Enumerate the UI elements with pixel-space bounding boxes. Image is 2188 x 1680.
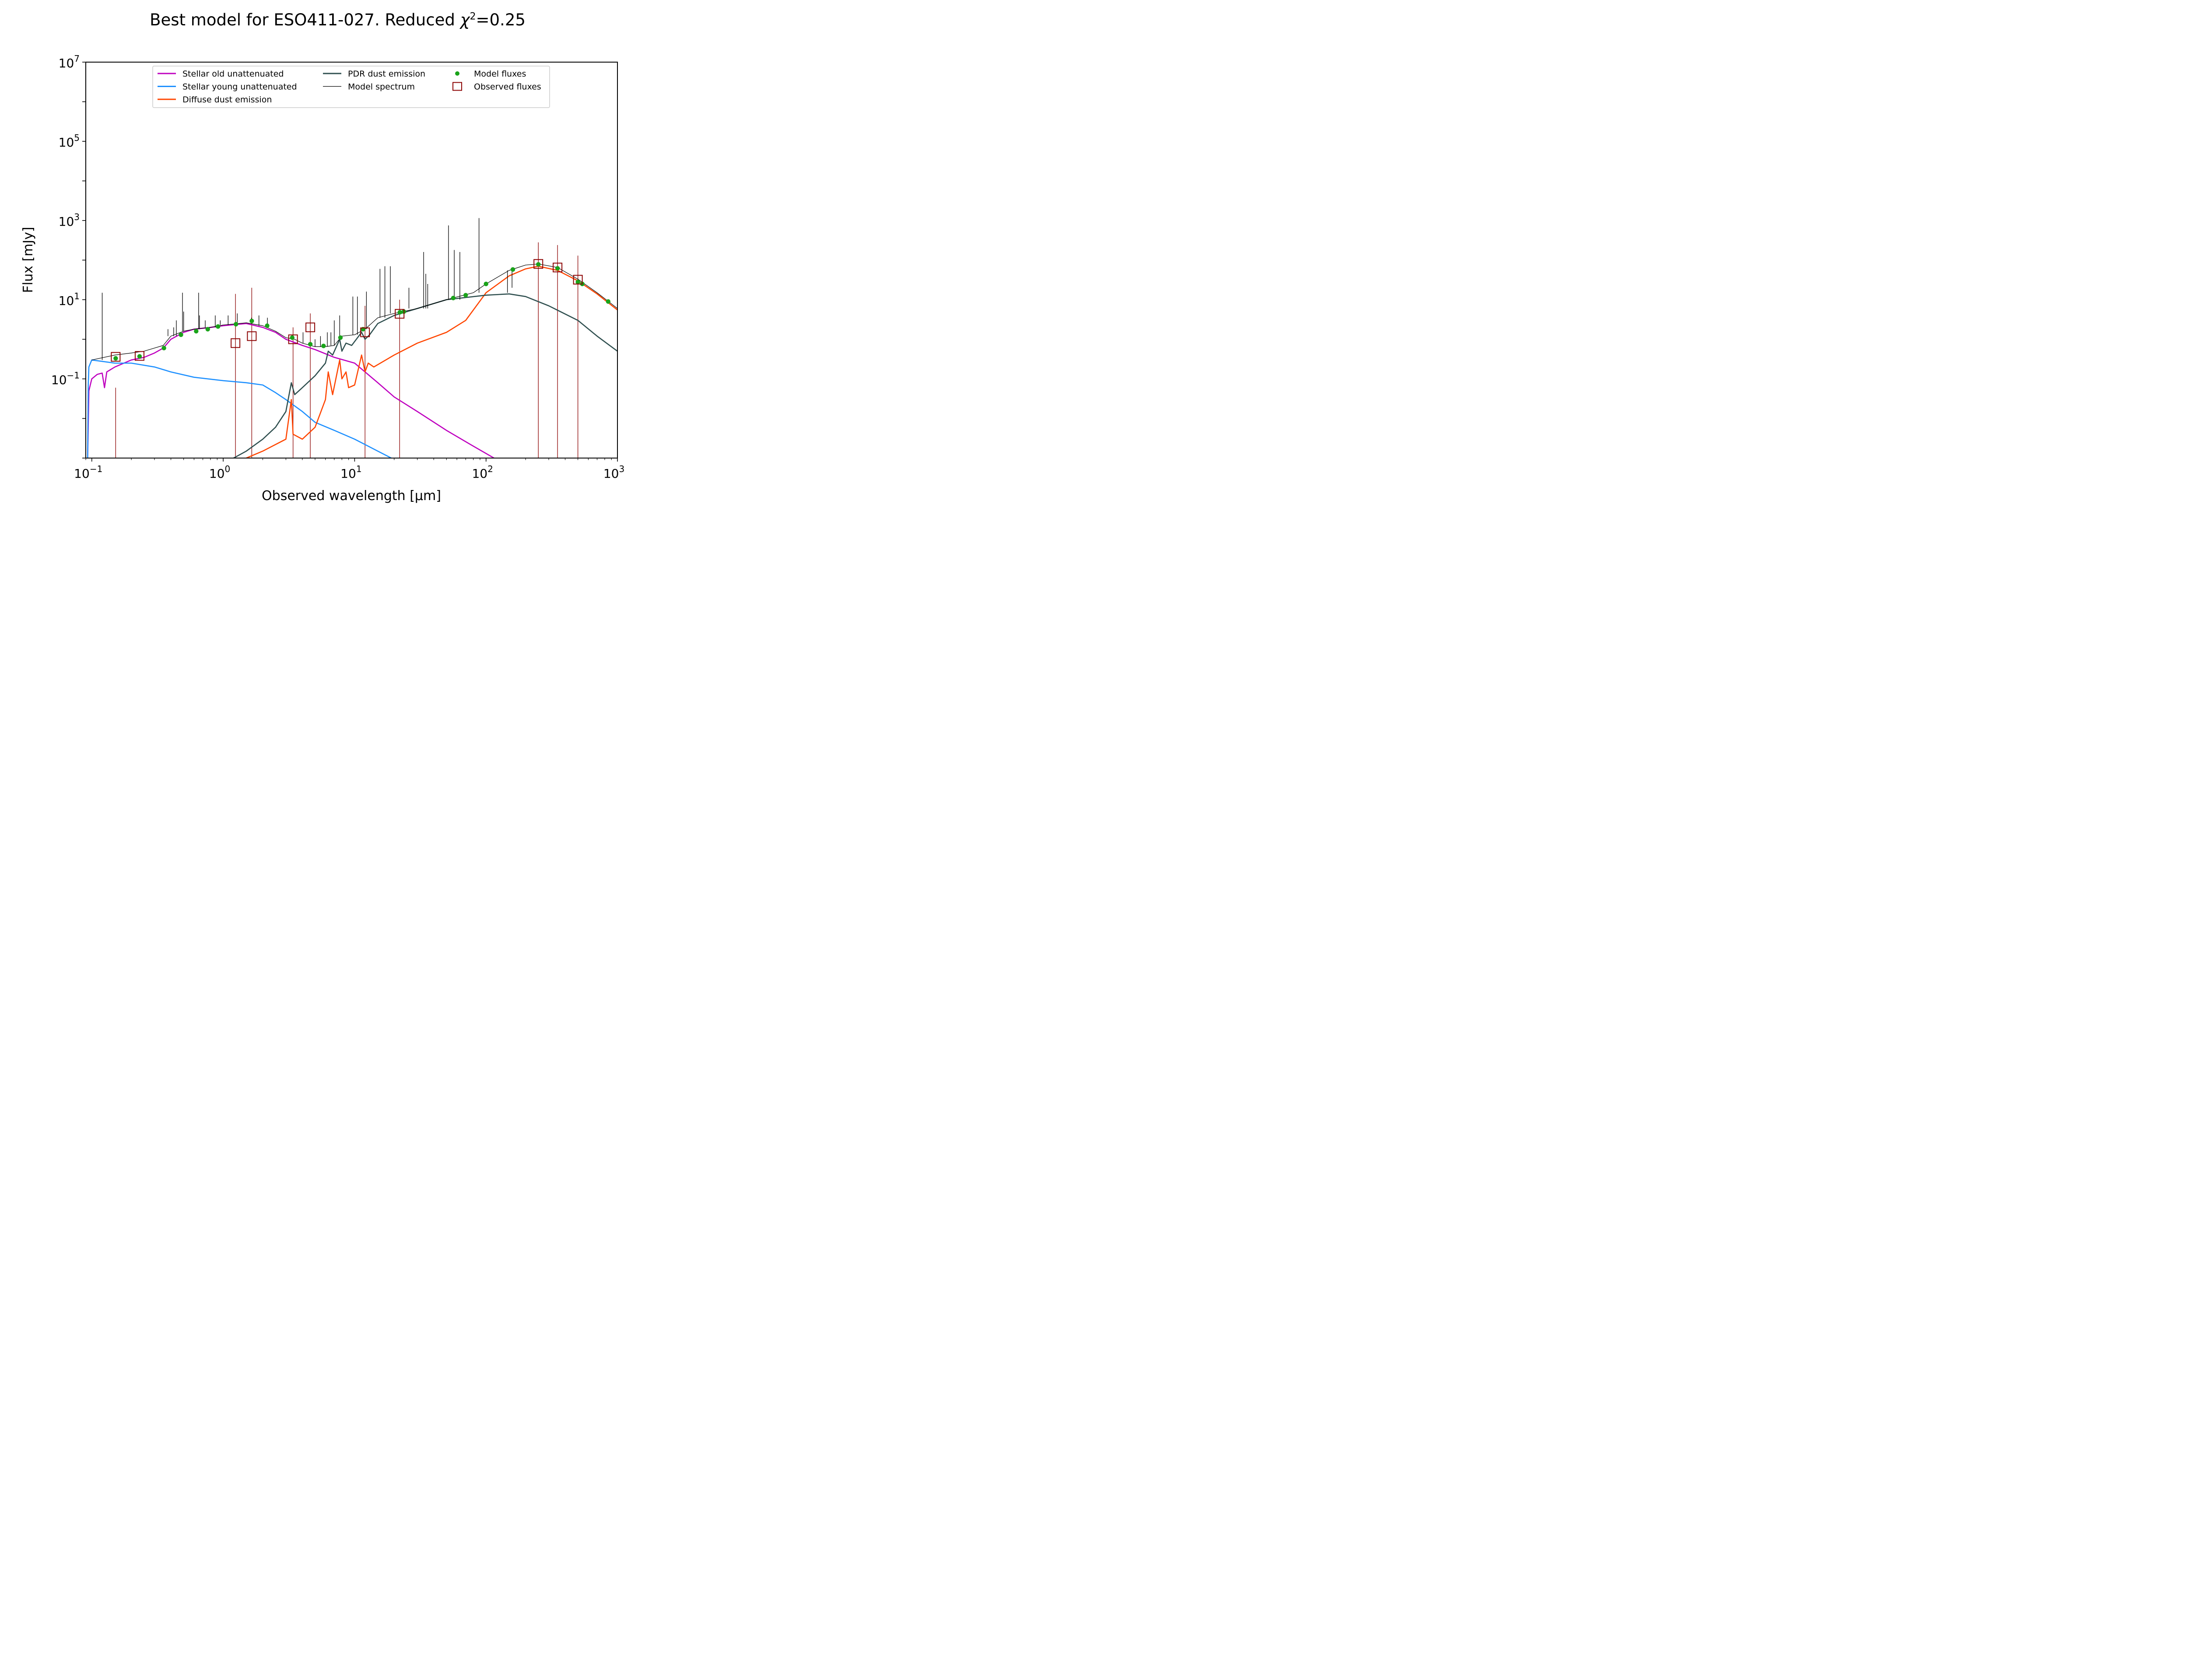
- series-stellar-young-unattenuated: [87, 359, 392, 458]
- plot-frame: [85, 62, 618, 458]
- model-flux-point-20: [510, 267, 515, 272]
- model-flux-point-23: [575, 280, 580, 284]
- legend-label-pdr-dust-emission: PDR dust emission: [348, 69, 425, 79]
- legend-box: [152, 66, 550, 108]
- ticks-layer: 10−1 100 101 102 103 10−1 101 103 105 107: [51, 53, 624, 481]
- model-flux-point-12: [321, 343, 326, 348]
- observed-flux-point-5: [305, 322, 316, 332]
- y-tick-label-1: 101: [59, 291, 80, 308]
- legend-swatch-model-fluxes: [455, 71, 459, 76]
- model-flux-point-2: [161, 346, 166, 350]
- model-flux-point-8: [249, 318, 254, 323]
- model-flux-point-13: [338, 335, 343, 340]
- x-tick-label-3: 102: [472, 464, 493, 481]
- model-flux-point-0: [113, 356, 118, 361]
- observed-flux-point-9: [553, 262, 563, 273]
- model-flux-point-7: [233, 322, 238, 327]
- model-flux-point-21: [536, 262, 541, 267]
- y-tick-label-2: 103: [59, 212, 80, 229]
- model-flux-point-10: [290, 335, 295, 340]
- plot-area: [87, 218, 617, 458]
- legend: Stellar old unattenuated Stellar young un…: [152, 66, 550, 108]
- legend-label-stellar-old-unattenuated: Stellar old unattenuated: [182, 69, 284, 79]
- observed-flux-point-7: [395, 309, 405, 319]
- series-pdr-dust-emission: [233, 293, 617, 458]
- figure: Best model for ESO411-027. Reduced χ2=0.…: [0, 0, 675, 506]
- model-flux-point-17: [451, 296, 456, 301]
- plot-layer: [87, 218, 617, 458]
- model-flux-point-18: [463, 293, 468, 298]
- legend-swatch-observed-fluxes: [452, 82, 462, 91]
- x-tick-label-1: 100: [209, 464, 230, 481]
- legend-label-model-fluxes: Model fluxes: [474, 69, 526, 79]
- y-tick-label-4: 107: [59, 53, 80, 70]
- legend-label-stellar-young-unattenuated: Stellar young unattenuated: [182, 82, 297, 92]
- x-tick-label-0: 10−1: [74, 464, 102, 481]
- model-flux-point-4: [194, 329, 199, 334]
- series-diffuse-dust-emission: [246, 266, 617, 458]
- chart-title-chi: χ: [460, 10, 470, 29]
- model-flux-point-15: [397, 310, 402, 315]
- model-flux-point-5: [205, 327, 210, 332]
- model-flux-point-6: [215, 324, 221, 329]
- chart-title: Best model for ESO411-027. Reduced χ2=0.…: [0, 10, 675, 29]
- observed-flux-point-6: [360, 327, 370, 337]
- chart-title-value: =0.25: [476, 10, 526, 29]
- model-flux-point-11: [308, 342, 313, 347]
- observed-flux-point-8: [533, 259, 543, 269]
- model-flux-point-1: [137, 354, 142, 359]
- observed-flux-point-0: [111, 352, 121, 362]
- observed-flux-point-1: [134, 351, 144, 361]
- model-flux-point-25: [606, 299, 611, 304]
- model-flux-point-3: [179, 332, 183, 337]
- model-flux-point-9: [265, 323, 270, 328]
- observed-flux-point-10: [573, 275, 583, 285]
- observed-flux-point-4: [288, 334, 298, 344]
- x-tick-label-4: 103: [603, 464, 624, 481]
- y-tick-label-0: 10−1: [51, 370, 80, 387]
- model-flux-point-22: [555, 266, 560, 271]
- model-flux-point-19: [484, 281, 488, 287]
- x-tick-label-2: 101: [340, 464, 361, 481]
- x-axis-label: Observed wavelength [μm]: [262, 488, 441, 504]
- sed-chart: 10−1 100 101 102 103 10−1 101 103 105 107 Observe…: [21, 53, 624, 504]
- y-axis-label: Flux [mJy]: [21, 227, 36, 293]
- chart-title-main: Best model for ESO411-027. Reduced: [150, 10, 460, 29]
- observed-flux-point-3: [247, 331, 257, 341]
- y-tick-label-3: 105: [59, 133, 80, 150]
- chart-title-sup: 2: [470, 11, 476, 22]
- legend-label-model-spectrum: Model spectrum: [348, 82, 415, 92]
- legend-label-observed-fluxes: Observed fluxes: [474, 82, 541, 92]
- legend-label-diffuse-dust-emission: Diffuse dust emission: [182, 95, 272, 105]
- observed-flux-point-2: [231, 338, 241, 348]
